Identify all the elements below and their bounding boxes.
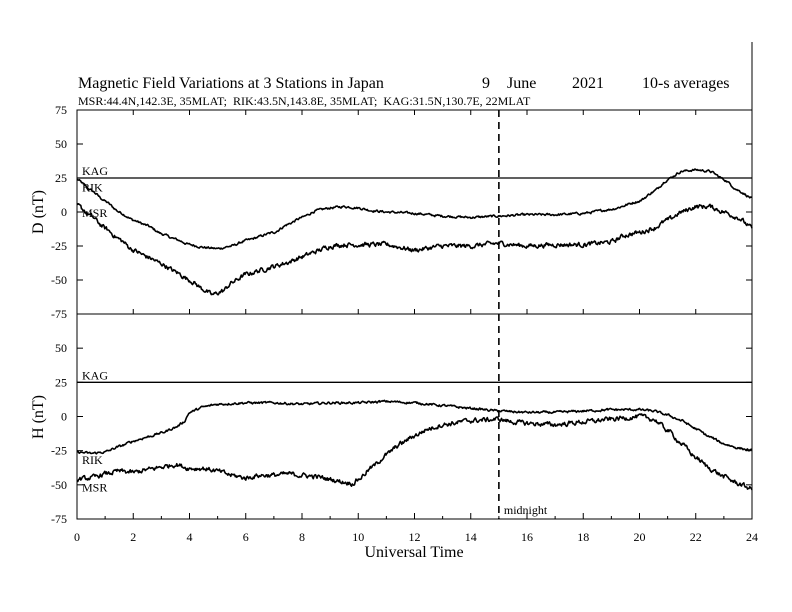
chart-date-day: 9	[482, 75, 490, 92]
x-tick-label: 8	[299, 530, 305, 544]
data-series: KAG RIK MSR KAG RIK MSR	[76, 164, 753, 494]
station-label-kag: KAG	[82, 164, 108, 178]
panel-h-frame	[76, 313, 753, 520]
y-tick-label: -50	[51, 478, 67, 492]
x-tick-label: 24	[746, 530, 758, 544]
series-line-msr	[76, 202, 753, 296]
series-line-rik	[76, 399, 753, 455]
x-tick-label: 18	[577, 530, 589, 544]
chart-subtitle: MSR:44.4N,142.3E, 35MLAT; RIK:43.5N,143.…	[78, 94, 531, 108]
panel-d-ylabel: D (nT)	[30, 190, 47, 234]
midnight-label: midnight	[504, 503, 548, 517]
series-line-rik	[76, 168, 753, 250]
y-tick-label: 75	[55, 103, 67, 117]
axis-ticks: 0 2 4 6 8 10 12 14 16 18 20 22 247550250-25-50-75502…	[51, 103, 758, 544]
x-axis-label: Universal Time	[364, 544, 463, 561]
series-line-msr	[76, 413, 753, 491]
x-tick-label: 4	[187, 530, 193, 544]
panel-h-ylabel: H (nT)	[30, 395, 47, 439]
y-tick-label: -25	[51, 239, 67, 253]
y-tick-label: 25	[55, 375, 67, 389]
station-label-rik: RIK	[82, 180, 103, 194]
x-tick-label: 2	[130, 530, 136, 544]
chart-date-month: June	[507, 75, 536, 92]
y-tick-label: -75	[51, 512, 67, 526]
x-tick-label: 0	[74, 530, 80, 544]
y-tick-label: 50	[55, 137, 67, 151]
chart-title: Magnetic Field Variations at 3 Stations …	[78, 75, 384, 92]
y-tick-label: -25	[51, 444, 67, 458]
x-tick-label: 12	[409, 530, 421, 544]
station-label-msr: MSR	[82, 480, 107, 494]
y-tick-label: -50	[51, 273, 67, 287]
x-tick-label: 20	[634, 530, 646, 544]
x-tick-label: 22	[690, 530, 702, 544]
x-tick-label: 10	[352, 530, 364, 544]
y-tick-label: 25	[55, 171, 67, 185]
station-label-kag: KAG	[82, 368, 108, 382]
station-label-msr: MSR	[82, 206, 107, 220]
panel-d-frame	[76, 109, 753, 315]
y-tick-label: 0	[61, 410, 67, 424]
x-tick-label: 6	[243, 530, 249, 544]
station-label-rik: RIK	[82, 453, 103, 467]
chart-date-year: 2021	[572, 75, 604, 92]
y-tick-label: 50	[55, 341, 67, 355]
chart-averaging-note: 10-s averages	[642, 75, 730, 92]
x-tick-label: 16	[521, 530, 533, 544]
y-tick-label: -75	[51, 307, 67, 321]
y-tick-label: 0	[61, 205, 67, 219]
x-tick-label: 14	[465, 530, 477, 544]
